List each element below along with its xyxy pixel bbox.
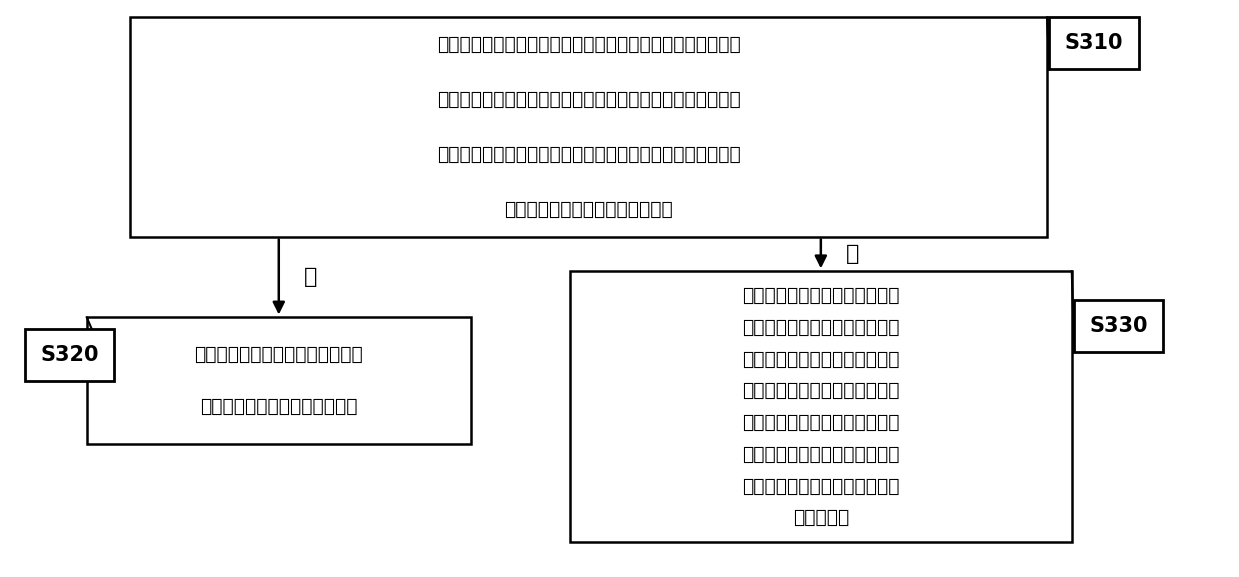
Text: 在第一显示屏中，接收用户用于对第一指纹装置进行解锁的第: 在第一显示屏中，接收用户用于对第一指纹装置进行解锁的第 <box>436 35 741 54</box>
Text: 否: 否 <box>846 244 859 264</box>
Text: S320: S320 <box>40 345 99 365</box>
Text: 一指纹信息，并判断所述第一指纹信息中所包含的指纹与第一: 一指纹信息，并判断所述第一指纹信息中所包含的指纹与第一 <box>436 90 741 109</box>
Text: 目标指纹是否一致，其中，所述第一目标指纹是预先设置的用: 目标指纹是否一致，其中，所述第一目标指纹是预先设置的用 <box>436 145 741 164</box>
Text: S310: S310 <box>1064 33 1124 53</box>
Bar <box>87 317 471 444</box>
Bar <box>1049 17 1139 69</box>
Text: S330: S330 <box>1089 316 1149 336</box>
Text: 为所述第一显示屏中预先录入的: 为所述第一显示屏中预先录入的 <box>742 445 900 464</box>
Text: ，显示解锁后的所述第一显示屏: ，显示解锁后的所述第一显示屏 <box>199 398 358 416</box>
Bar <box>570 271 1072 542</box>
Text: 于对所述第一指纹进行解锁的指纹: 于对所述第一指纹进行解锁的指纹 <box>504 200 673 219</box>
Text: 、用于对所述第一指纹装置进行: 、用于对所述第一指纹装置进行 <box>742 477 900 496</box>
Bar <box>130 17 1047 237</box>
Text: 解锁的指纹: 解锁的指纹 <box>793 508 849 527</box>
Text: 是: 是 <box>304 267 317 287</box>
Text: 在所述第一指纹信息所包含的指: 在所述第一指纹信息所包含的指 <box>742 286 900 305</box>
Text: 纹为第一合法指纹的情况下，对: 纹为第一合法指纹的情况下，对 <box>742 318 900 337</box>
Text: 确定对所述第一指纹装置进行解锁: 确定对所述第一指纹装置进行解锁 <box>195 346 363 364</box>
Text: 示屏，其中，所述第一合法指纹: 示屏，其中，所述第一合法指纹 <box>742 413 900 432</box>
Bar <box>25 329 114 381</box>
Bar <box>1074 300 1163 352</box>
Text: 所述第二指纹装置对应的第二显: 所述第二指纹装置对应的第二显 <box>742 381 900 400</box>
Text: 第二指纹装置进行解锁，并点亮: 第二指纹装置进行解锁，并点亮 <box>742 350 900 369</box>
